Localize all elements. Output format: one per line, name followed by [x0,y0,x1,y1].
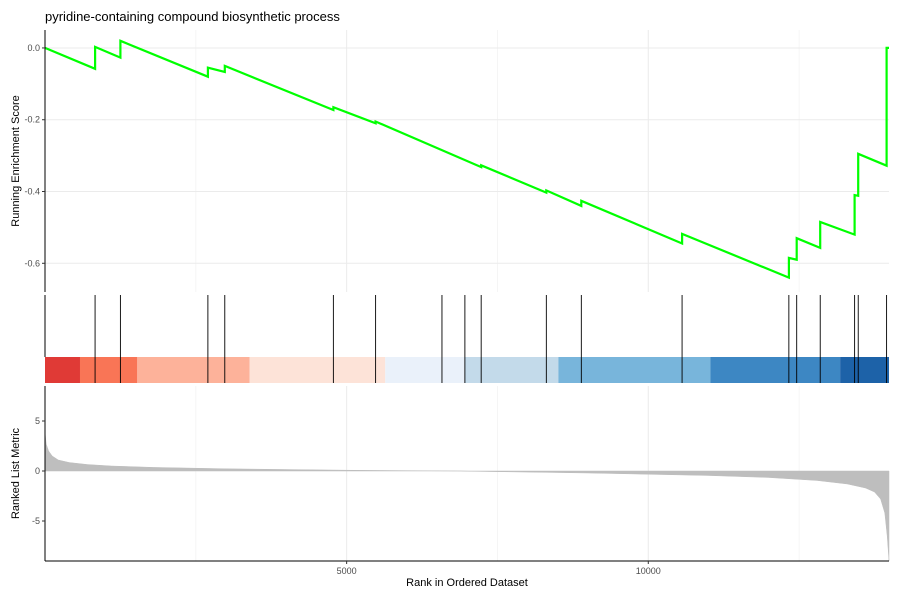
ranked-metric-axis-title: Ranked List Metric [10,427,22,519]
y-tick-label: -0.4 [24,187,40,197]
y-tick-label: 0.0 [27,43,40,53]
color-band [710,357,841,383]
y-tick-label: 5 [35,416,40,426]
vertical-gridlines [195,30,800,561]
color-band [137,357,250,383]
color-band [45,357,80,383]
y-tick-label: 0 [35,466,40,476]
running-score-line [44,39,889,280]
y-tick-label: -5 [32,516,40,526]
color-band [249,357,386,383]
color-band [840,357,889,383]
y-tick-label: -0.6 [24,258,40,268]
chart-title: pyridine-containing compound biosyntheti… [45,9,340,24]
color-band [558,357,711,383]
color-band [79,357,138,383]
y-tick-label: -0.2 [24,115,40,125]
x-tick-label: 5000 [337,566,357,576]
axes: 0.0 -0.2 -0.4 -0.6 5 0 -5 5000 10000 [24,30,889,576]
ranked-metric-area [44,431,890,562]
color-band [464,357,559,383]
gene-hit-panel [45,295,889,383]
color-band [385,357,465,383]
x-axis-title: Rank in Ordered Dataset [406,577,528,589]
running-score-axis-title: Running Enrichment Score [10,95,22,226]
running-score-panel [44,39,889,280]
ranked-list-panel [44,431,890,562]
x-tick-label: 10000 [636,566,661,576]
